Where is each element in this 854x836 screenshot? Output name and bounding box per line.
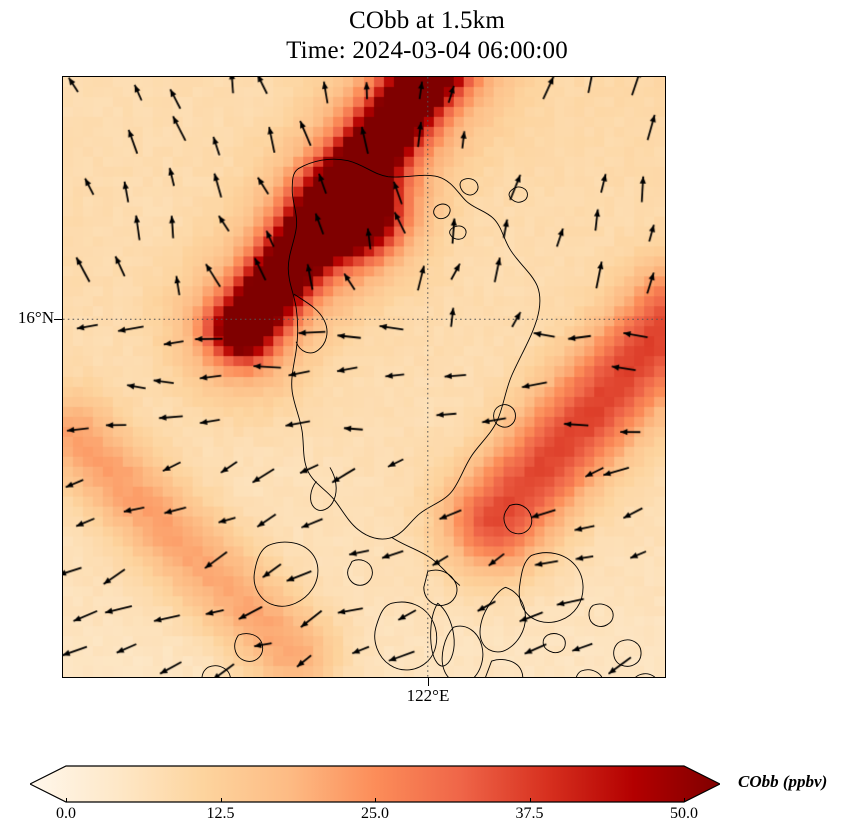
x-axis-tick-label: 122°E [406,686,450,705]
figure-title: CObb at 1.5km Time: 2024-03-04 06:00:00 [0,6,854,65]
colorbar: 0.0 12.5 25.0 37.5 50.0 [30,762,720,822]
x-axis-tick-mark [428,678,430,686]
wind-vector-layer [63,77,665,677]
colorbar-tick-mark [684,798,686,802]
colorbar-tick-group: 0.0 12.5 25.0 37.5 50.0 [30,798,720,832]
colorbar-tick-label: 37.5 [515,805,544,822]
y-axis-tick-mark [54,318,62,320]
colorbar-tick-mark [220,798,222,802]
y-axis-tick-label: 16°N [17,308,54,327]
map-plot-area[interactable] [62,76,666,678]
colorbar-axis-label: CObb (ppbv) [738,772,828,791]
title-line-time: Time: 2024-03-04 06:00:00 [286,36,568,64]
colorbar-body [30,765,720,803]
colorbar-tick-mark [375,798,377,802]
colorbar-tick-label: 0.0 [56,805,76,822]
colorbar-tick-mark [66,798,68,802]
colorbar-tick-label: 25.0 [361,805,389,822]
colorbar-gradient [30,765,720,803]
colorbar-tick-label: 50.0 [670,805,698,822]
title-line-variable: CObb at 1.5km [348,7,506,34]
colorbar-tick-label: 12.5 [206,805,235,822]
colorbar-tick-mark [529,798,531,802]
